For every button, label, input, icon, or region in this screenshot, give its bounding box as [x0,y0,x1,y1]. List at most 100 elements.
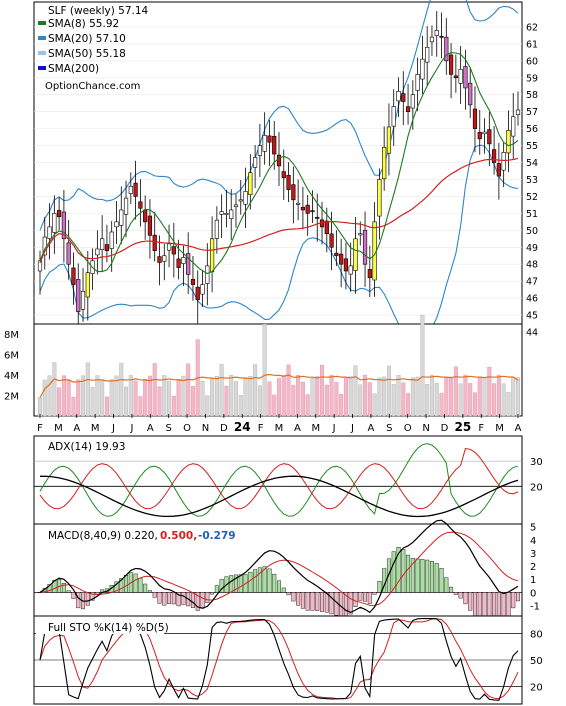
price-tick-label: 61 [526,39,538,50]
candle-body [100,238,105,250]
stochastic-tick-label: 50 [530,656,543,667]
macd-histogram-bar [391,551,396,593]
adx-minus-di [39,448,519,510]
volume-bar [391,384,396,417]
adx-lines [39,443,519,518]
candle-body [61,211,66,240]
candle-body [468,82,473,106]
stochastic-tick-label: 80 [530,630,543,641]
macd-histogram-bar [133,573,138,593]
x-tick-label: F [37,423,43,434]
macd-histogram-bar [363,592,368,602]
candles [37,11,521,334]
x-tick-label: J [129,423,133,434]
volume-bar [119,362,124,417]
x-tick-label: J [111,423,115,434]
macd-histogram-bar [401,549,406,593]
macd-histogram-value: -0.279 [198,530,236,542]
volume-bar [205,395,210,417]
macd-tick-label: 2 [530,562,536,573]
price-tick-label: 56 [526,124,538,135]
candle-body [37,260,43,272]
volume-bar [415,376,420,417]
price-tick-label: 55 [526,141,538,152]
candle-body [229,209,234,219]
volume-bar [353,365,358,417]
volume-bar [372,393,377,417]
macd-histogram-bar [320,592,325,612]
candle-body [334,252,339,257]
volume-bar [162,375,167,417]
volume-bar [386,365,391,417]
x-tick-label: M [91,423,100,434]
volume-bar [501,383,506,417]
volume-bar [238,395,243,417]
volume-bar [200,381,205,417]
x-tick-label: 24 [234,420,251,434]
volume-bar [449,376,454,417]
volume-bar [396,374,401,417]
macd-histogram-bar [200,592,205,609]
volume-bar [477,377,482,417]
macd-histogram-bar [429,561,434,593]
volume-bar [42,379,47,417]
macd-histogram-bar [425,559,430,593]
macd-histogram-bar [190,592,195,608]
candle-body [425,46,430,63]
price-tick-label: 54 [526,158,538,169]
volume-bars [38,315,521,417]
candle-body [238,199,243,202]
macd-histogram-bar [277,580,282,593]
volume-bar [90,387,95,417]
candle-body [95,248,100,256]
candle-body [396,91,401,102]
candle-body [291,184,296,201]
macd-histogram-bar [439,568,444,593]
candle-body [511,116,516,137]
macd-histogram-bar [162,592,167,606]
price-tick-label: 52 [526,192,538,203]
candle-body [104,244,110,251]
volume-bar [124,386,129,417]
macd-tick-label: 0 [530,588,536,599]
candle-body [501,152,506,171]
macd-histogram-bar [219,579,224,593]
volume-bar [104,396,109,417]
macd-histogram-bar [305,592,310,611]
macd-histogram-bar [181,592,186,605]
macd-histogram-bar [434,563,439,593]
macd-histogram-bar [315,592,320,611]
macd-histogram-bar [511,592,516,609]
macd-histogram-bar [386,558,391,593]
macd-histogram-bar [214,585,219,593]
volume-bar [85,362,90,417]
macd-histogram-bar [458,592,463,599]
adx-title: ADX(14) 19.93 [48,441,125,453]
candle-body [262,135,267,152]
legend-swatch [38,66,46,70]
volume-bar [214,376,219,417]
price-tick-label: 49 [526,243,538,254]
x-tick-label: M [311,423,320,434]
candle-body [243,191,248,205]
stochastic-title: Full STO %K(14) %D(5) [48,622,169,634]
volume-bar [277,378,282,417]
macd-histogram-bar [410,557,415,593]
macd-tick-label: 5 [530,523,536,534]
x-tick-label: F [258,423,264,434]
macd-title-bg [36,528,236,542]
candle-body [415,74,420,91]
candle-body [472,108,478,129]
volume-tick-label: 4M [4,371,19,382]
stochastic-d-line [39,618,519,700]
x-axis: F M A M J J A S O N D 24 F M A M J J A S O N D 25 F M A [37,414,522,434]
macd-histogram-bar [210,592,215,595]
macd-histogram-bar [147,590,152,593]
adx-tick-label: 20 [530,482,543,493]
x-tick-label: A [368,423,375,434]
candle-body [133,182,138,197]
volume-bar [458,383,463,417]
volume-bar [267,381,272,417]
volume-bar [492,383,497,417]
macd-histogram-bar [176,592,181,607]
